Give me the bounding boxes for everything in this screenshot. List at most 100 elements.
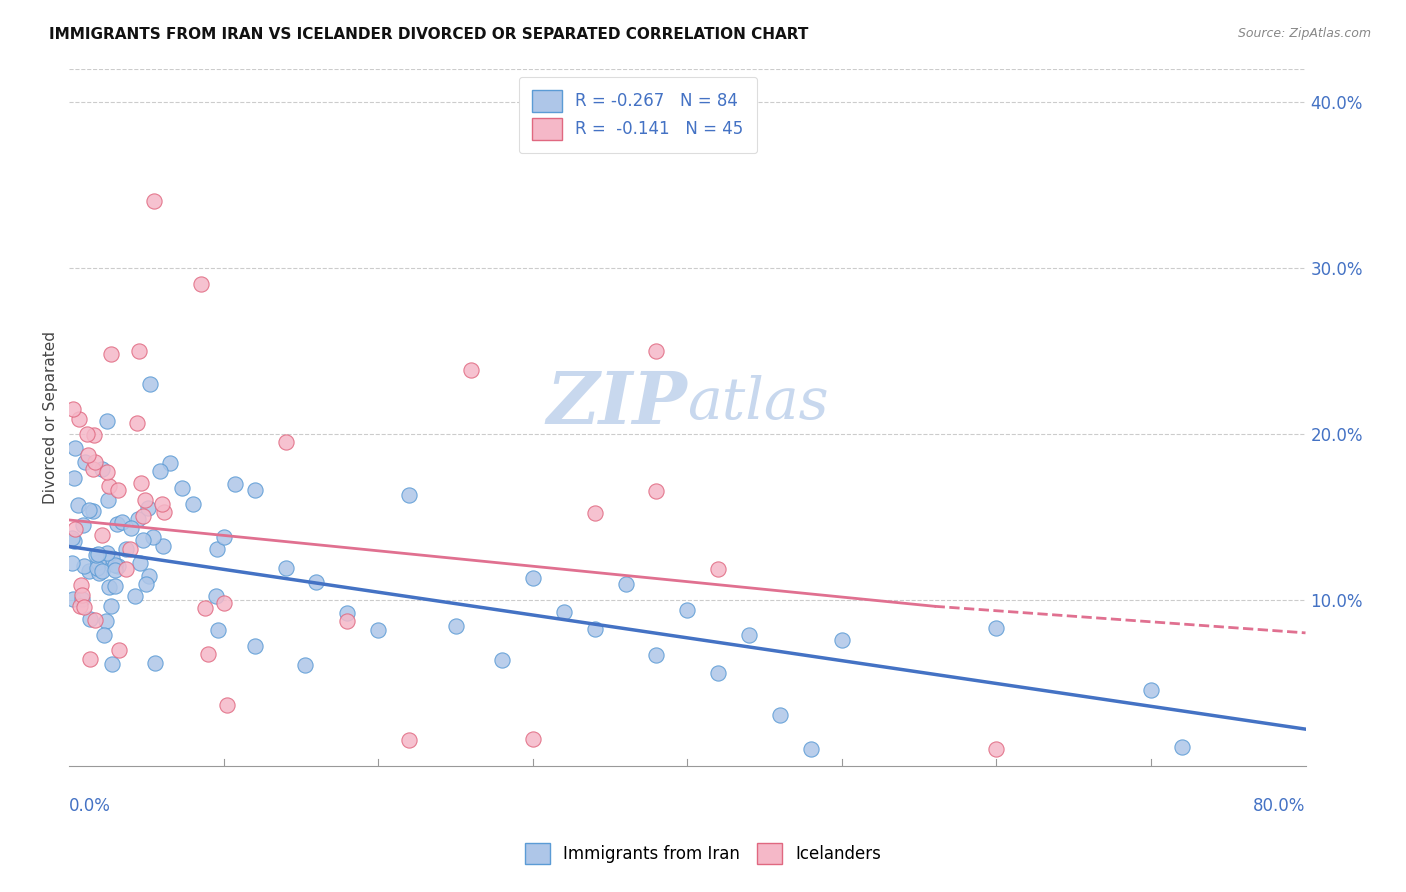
Point	[159, 456, 181, 470]
Point	[831, 633, 853, 648]
Point	[104, 563, 127, 577]
Point	[217, 698, 239, 712]
Point	[84, 548, 107, 562]
Point	[77, 503, 100, 517]
Point	[294, 657, 316, 672]
Point	[243, 639, 266, 653]
Point	[367, 623, 389, 637]
Point	[738, 628, 761, 642]
Point	[645, 484, 668, 499]
Text: Source: ZipAtlas.com: Source: ZipAtlas.com	[1237, 27, 1371, 40]
Point	[115, 541, 138, 556]
Text: IMMIGRANTS FROM IRAN VS ICELANDER DIVORCED OR SEPARATED CORRELATION CHART: IMMIGRANTS FROM IRAN VS ICELANDER DIVORC…	[49, 27, 808, 42]
Point	[65, 522, 87, 536]
Point	[645, 648, 668, 662]
Point	[72, 517, 94, 532]
Point	[194, 600, 217, 615]
Point	[60, 557, 83, 571]
Point	[135, 577, 157, 591]
Point	[76, 448, 98, 462]
Point	[104, 558, 127, 572]
Point	[87, 547, 110, 561]
Point	[107, 559, 129, 574]
Point	[70, 588, 93, 602]
Point	[87, 566, 110, 581]
Point	[91, 564, 114, 578]
Point	[120, 520, 142, 534]
Point	[100, 599, 122, 614]
Point	[676, 603, 699, 617]
Point	[128, 556, 150, 570]
Point	[91, 461, 114, 475]
Point	[212, 596, 235, 610]
Point	[86, 561, 108, 575]
Point	[73, 559, 96, 574]
Point	[224, 477, 246, 491]
Point	[101, 657, 124, 671]
Point	[96, 546, 118, 560]
Point	[553, 605, 575, 619]
Point	[986, 621, 1008, 635]
Point	[336, 606, 359, 620]
Point	[77, 564, 100, 578]
Point	[69, 599, 91, 613]
Point	[125, 416, 148, 430]
Text: 80.0%: 80.0%	[1253, 797, 1306, 815]
Point	[70, 591, 93, 606]
Point	[82, 504, 104, 518]
Point	[63, 534, 86, 549]
Point	[143, 194, 166, 209]
Point	[305, 574, 328, 589]
Point	[707, 562, 730, 576]
Point	[444, 619, 467, 633]
Point	[60, 531, 83, 545]
Point	[132, 509, 155, 524]
Text: atlas: atlas	[688, 375, 830, 432]
Point	[104, 579, 127, 593]
Point	[136, 500, 159, 515]
Point	[96, 414, 118, 428]
Point	[97, 493, 120, 508]
Point	[76, 426, 98, 441]
Point	[105, 517, 128, 532]
Point	[79, 651, 101, 665]
Point	[96, 466, 118, 480]
Point	[398, 488, 420, 502]
Point	[274, 561, 297, 575]
Point	[98, 479, 121, 493]
Point	[336, 614, 359, 628]
Point	[138, 569, 160, 583]
Point	[115, 562, 138, 576]
Point	[128, 343, 150, 358]
Point	[614, 576, 637, 591]
Point	[197, 648, 219, 662]
Point	[170, 481, 193, 495]
Point	[243, 483, 266, 498]
Point	[62, 402, 84, 417]
Point	[72, 600, 94, 615]
Text: 0.0%: 0.0%	[69, 797, 111, 815]
Point	[207, 623, 229, 637]
Point	[101, 551, 124, 566]
Point	[138, 376, 160, 391]
Point	[93, 628, 115, 642]
Point	[127, 511, 149, 525]
Point	[111, 516, 134, 530]
Point	[181, 496, 204, 510]
Point	[204, 589, 226, 603]
Text: ZIP: ZIP	[547, 368, 688, 439]
Point	[83, 428, 105, 442]
Point	[583, 506, 606, 520]
Point	[94, 552, 117, 566]
Point	[207, 542, 229, 557]
Point	[132, 533, 155, 547]
Point	[398, 733, 420, 747]
Point	[98, 580, 121, 594]
Point	[986, 742, 1008, 756]
Point	[63, 471, 86, 485]
Point	[62, 591, 84, 606]
Point	[1140, 683, 1163, 698]
Point	[522, 571, 544, 585]
Point	[274, 435, 297, 450]
Point	[149, 464, 172, 478]
